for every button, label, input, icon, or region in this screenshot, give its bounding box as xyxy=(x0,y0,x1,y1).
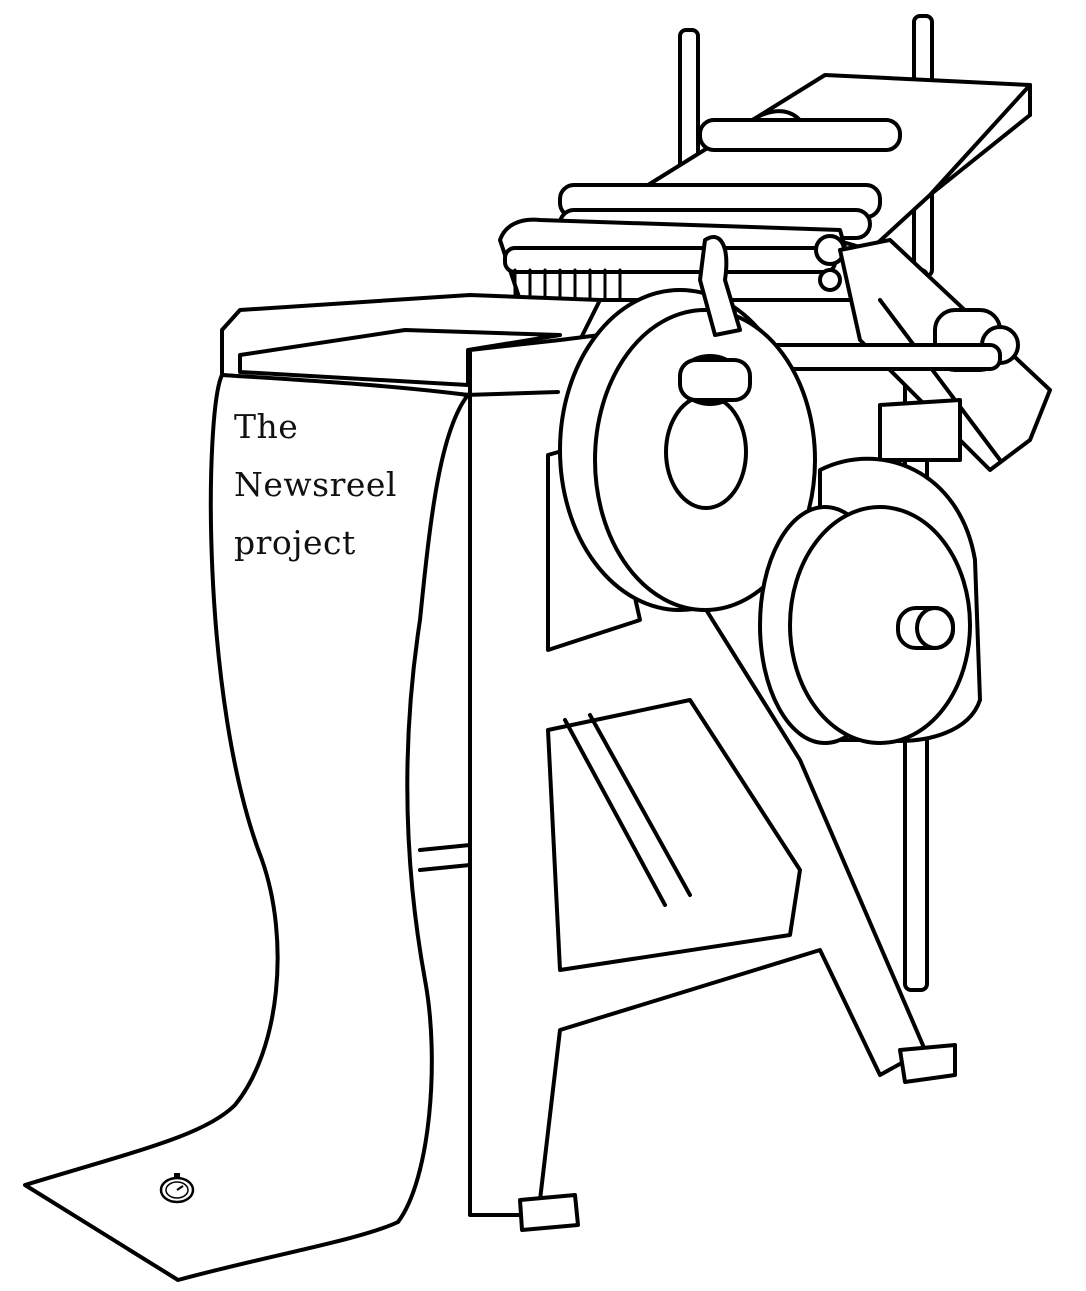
crank-linkage xyxy=(738,238,1052,472)
paper-sheet xyxy=(23,373,560,1282)
title-line-1: The xyxy=(234,407,299,446)
motor-drum xyxy=(758,456,982,745)
stopwatch-icon xyxy=(159,1173,195,1204)
flywheel xyxy=(558,235,817,612)
project-title: The Newsreel project xyxy=(234,398,397,572)
title-line-3: project xyxy=(234,523,356,562)
press-bed xyxy=(220,293,602,397)
title-line-2: Newsreel xyxy=(234,465,397,504)
